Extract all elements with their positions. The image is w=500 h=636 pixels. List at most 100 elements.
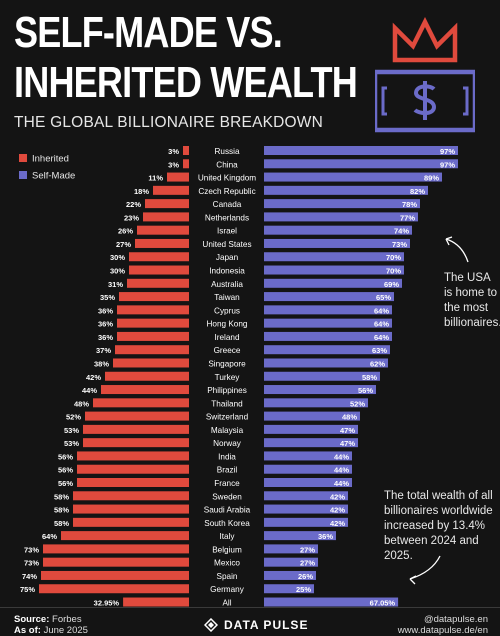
bar-self-made-turkey [264,371,380,381]
label-self-made-mexico: 27% [300,559,315,568]
bar-inherited-brazil [77,464,189,474]
legend-label-self-made: Self-Made [32,171,75,182]
category-cyprus: Cyprus [214,306,240,315]
category-all: All [222,599,231,607]
footer-as-of: As of: June 2025 [14,625,88,636]
label-self-made-japan: 70% [386,253,401,262]
category-canada: Canada [213,200,242,209]
label-inherited-italy: 64% [42,532,57,541]
data-pulse-icon [204,618,218,632]
crown-dollar-bill-icon [375,16,475,133]
page-title-line-1: SELF-MADE VS. [14,8,283,57]
label-inherited-france: 56% [58,479,73,488]
label-inherited-mexico: 73% [24,559,39,568]
category-taiwan: Taiwan [214,293,240,302]
label-self-made-canada: 78% [402,200,417,209]
bar-inherited-saudi-arabia [73,504,189,514]
label-self-made-switzerland: 48% [342,413,357,422]
bar-inherited-india [77,451,189,461]
source-label: Source: [14,614,50,625]
label-inherited-taiwan: 35% [100,293,115,302]
label-inherited-japan: 30% [110,253,125,262]
label-inherited-germany: 75% [20,585,35,594]
bar-self-made-cyprus [264,305,392,315]
label-inherited-indonesia: 30% [110,267,125,276]
bar-inherited-taiwan [119,292,189,302]
bar-self-made-russia [264,146,458,155]
category-hong-kong: Hong Kong [207,320,248,329]
bar-self-made-italy [264,531,336,541]
bar-inherited-indonesia [129,265,189,275]
category-united-kingdom: United Kingdom [198,174,256,183]
label-self-made-brazil: 44% [334,466,349,475]
label-inherited-singapore: 38% [94,359,109,368]
bar-inherited-australia [127,278,189,288]
category-singapore: Singapore [208,359,246,368]
bar-self-made-malaysia [264,424,358,434]
label-inherited-greece: 37% [96,346,111,355]
website-link[interactable]: www.datapulse.de/en [397,625,488,636]
bar-self-made-switzerland [264,411,360,421]
label-inherited-spain: 74% [22,572,37,581]
bar-self-made-saudi-arabia [264,504,348,514]
bar-self-made-germany [264,584,314,594]
category-greece: Greece [214,346,241,355]
label-self-made-singapore: 62% [370,359,385,368]
annotation-total-wealth: The total wealth of all billionaires wor… [384,490,493,562]
bar-inherited-norway [83,438,189,448]
bar-self-made-canada [264,199,420,209]
bar-self-made-mexico [264,557,318,567]
label-self-made-australia: 69% [384,280,399,289]
label-self-made-sweden: 42% [330,492,345,501]
label-inherited-thailand: 48% [74,399,89,408]
annotation-arrow-usa [445,238,469,263]
bar-self-made-czech-republic [264,185,428,195]
bar-self-made-thailand [264,398,368,408]
category-united-states: United States [202,240,251,249]
label-self-made-india: 44% [334,452,349,461]
legend-label-inherited: Inherited [32,154,69,165]
label-self-made-ireland: 64% [374,333,389,342]
bar-self-made-australia [264,278,402,288]
category-saudi-arabia: Saudi Arabia [204,506,251,515]
label-inherited-malaysia: 53% [64,426,79,435]
bar-self-made-philippines [264,385,376,395]
bar-self-made-all [264,597,399,607]
category-brazil: Brazil [217,466,238,475]
category-japan: Japan [216,253,239,262]
label-inherited-philippines: 44% [82,386,97,395]
label-inherited-norway: 53% [64,439,79,448]
category-switzerland: Switzerland [206,413,249,422]
bar-inherited-malaysia [83,424,189,434]
label-self-made-russia: 97% [440,147,455,156]
label-self-made-all: 67.05% [370,599,396,607]
bar-inherited-united-states [135,238,189,248]
label-self-made-italy: 36% [318,532,333,541]
label-inherited-canada: 22% [126,200,141,209]
category-south-korea: South Korea [204,519,250,528]
bar-self-made-belgium [264,544,318,554]
bar-inherited-czech-republic [153,185,189,195]
brand-logo: DATA PULSE [204,618,308,632]
label-self-made-germany: 25% [296,585,311,594]
bar-inherited-hong-kong [117,318,189,328]
bar-inherited-canada [145,199,189,209]
category-china: China [216,160,238,169]
bar-inherited-israel [137,225,189,235]
label-self-made-philippines: 56% [358,386,373,395]
bar-inherited-netherlands [143,212,189,222]
label-inherited-russia: 3% [168,147,179,156]
label-self-made-israel: 74% [394,227,409,236]
legend-swatch-inherited [19,154,27,162]
label-inherited-cyprus: 36% [98,306,113,315]
category-malaysia: Malaysia [211,426,244,435]
bar-self-made-spain [264,570,316,580]
label-self-made-france: 44% [334,479,349,488]
label-inherited-czech-republic: 18% [134,187,149,196]
category-sweden: Sweden [212,492,242,501]
bar-inherited-thailand [93,398,189,408]
category-belgium: Belgium [212,545,242,554]
bar-inherited-switzerland [85,411,189,421]
category-norway: Norway [213,439,242,448]
bar-self-made-united-states [264,238,410,248]
